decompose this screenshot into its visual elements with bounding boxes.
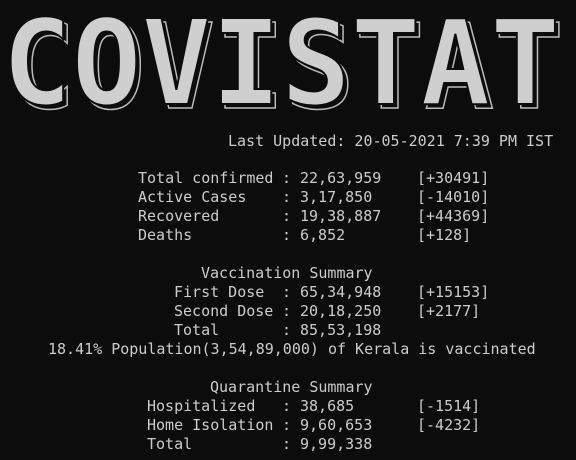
row-value: 20,18,250 bbox=[300, 302, 382, 320]
separator: : bbox=[282, 397, 292, 415]
row-value: 6,852 bbox=[300, 226, 346, 244]
row-value: 9,60,653 bbox=[300, 416, 373, 434]
separator: : bbox=[282, 283, 292, 301]
banner-outline: COVISTAT bbox=[6, 0, 564, 125]
row-change: [-1514] bbox=[417, 397, 481, 415]
row-value: 65,34,948 bbox=[300, 283, 382, 301]
row-change: [+128] bbox=[417, 226, 472, 244]
row-label: Home Isolation bbox=[147, 416, 274, 434]
row-value: 9,99,338 bbox=[300, 435, 373, 453]
separator: : bbox=[282, 416, 292, 434]
vaccination-note: 18.41% Population(3,54,89,000) of Kerala… bbox=[48, 340, 536, 358]
row-label: First Dose bbox=[174, 283, 265, 301]
row-value: 19,38,887 bbox=[300, 207, 382, 225]
row-label: Total bbox=[147, 435, 193, 453]
row-change: [+30491] bbox=[417, 169, 490, 187]
row-change: [-14010] bbox=[417, 188, 490, 206]
separator: : bbox=[282, 435, 292, 453]
section-title: Vaccination Summary bbox=[201, 264, 373, 282]
banner: COVISTAT bbox=[2, 0, 560, 125]
separator: : bbox=[282, 226, 292, 244]
separator: : bbox=[282, 321, 292, 339]
separator: : bbox=[282, 169, 292, 187]
row-label: Hospitalized bbox=[147, 397, 256, 415]
row-label: Total bbox=[174, 321, 220, 339]
separator: : bbox=[282, 188, 292, 206]
banner-art: COVISTAT COVISTAT bbox=[1, 0, 565, 125]
row-value: 38,685 bbox=[300, 397, 355, 415]
row-change: [+15153] bbox=[417, 283, 490, 301]
section-title: Quarantine Summary bbox=[210, 378, 373, 396]
row-change: [+2177] bbox=[417, 302, 481, 320]
last-updated: Last Updated: 20-05-2021 7:39 PM IST bbox=[228, 132, 554, 150]
separator: : bbox=[282, 302, 292, 320]
row-label: Total confirmed bbox=[138, 169, 274, 187]
row-value: 85,53,198 bbox=[300, 321, 382, 339]
row-label: Recovered bbox=[138, 207, 220, 225]
row-label: Second Dose bbox=[174, 302, 274, 320]
row-change: [+44369] bbox=[417, 207, 490, 225]
row-value: 3,17,850 bbox=[300, 188, 373, 206]
row-label: Active Cases bbox=[138, 188, 247, 206]
row-label: Deaths bbox=[138, 226, 193, 244]
row-value: 22,63,959 bbox=[300, 169, 382, 187]
separator: : bbox=[282, 207, 292, 225]
row-change: [-4232] bbox=[417, 416, 481, 434]
